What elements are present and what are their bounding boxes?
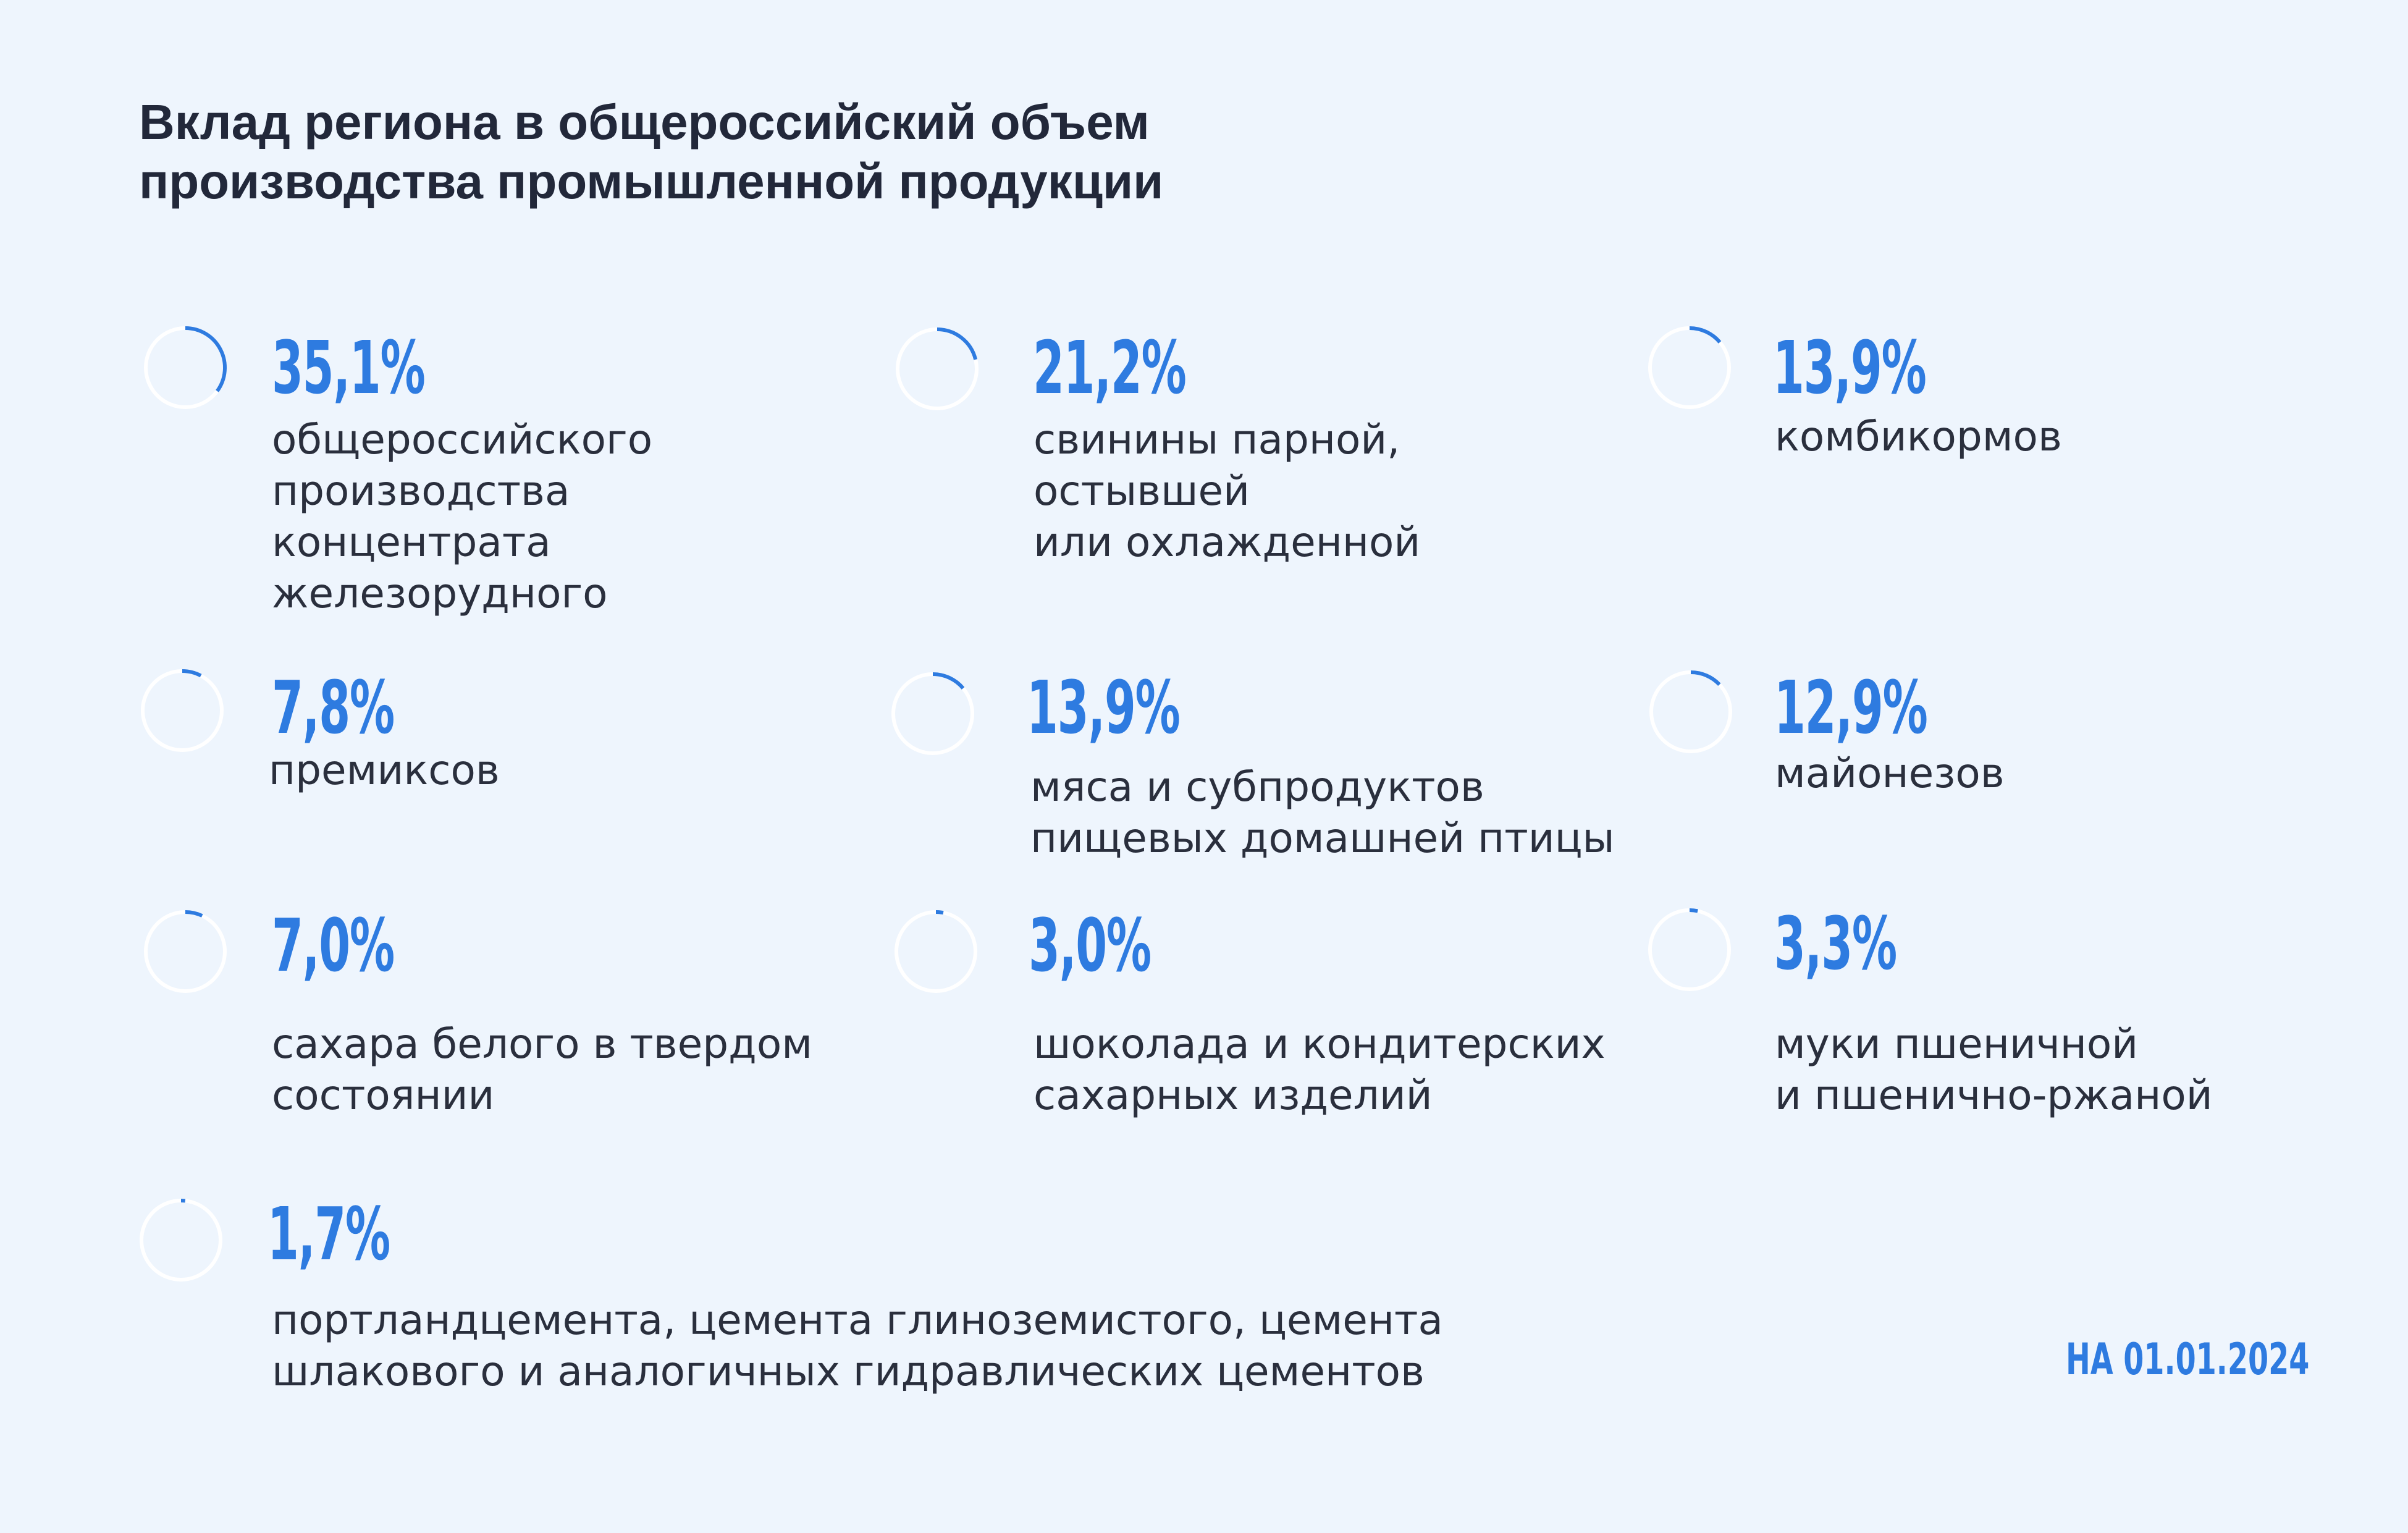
stat-label: муки пшеничной и пшенично-ржаной	[1775, 1018, 2213, 1121]
stat-label: портландцемента, цемента глиноземистого,…	[272, 1294, 1443, 1397]
progress-ring-icon	[886, 667, 979, 760]
stat-value: 1,7%	[267, 1191, 390, 1277]
page-title: Вклад региона в общероссийский объем про…	[139, 93, 1622, 211]
ring-progress-arc	[1689, 326, 1722, 344]
label-line: мяса и субпродуктов	[1030, 763, 1484, 811]
label-line: премиксов	[269, 746, 500, 794]
label-line: остывшей	[1034, 467, 1250, 515]
label-line: свинины парной,	[1034, 416, 1400, 463]
stat-label: премиксов	[269, 745, 500, 796]
stat-value: 7,0%	[272, 903, 395, 988]
title-line-1: Вклад региона в общероссийский объем	[139, 95, 1150, 150]
stat-value: 7,8%	[272, 665, 395, 750]
stat-value: 21,2%	[1033, 325, 1187, 410]
progress-ring-icon	[1643, 321, 1736, 414]
stat-value: 35,1%	[272, 325, 426, 410]
progress-ring-icon	[1644, 665, 1737, 758]
label-line: шлакового и аналогичных гидравлических ц…	[272, 1348, 1425, 1395]
progress-ring-icon	[890, 905, 982, 998]
label-line: сахарных изделий	[1034, 1071, 1433, 1119]
ring-track	[141, 669, 224, 752]
ring-track	[895, 910, 977, 993]
stat-value: 13,9%	[1773, 325, 1927, 410]
ring-track	[144, 910, 227, 993]
label-line: портландцемента, цемента глиноземистого,…	[272, 1296, 1443, 1344]
progress-ring-icon	[891, 323, 983, 415]
ring-progress-arc	[935, 910, 944, 915]
stat-label: комбикормов	[1775, 411, 2062, 462]
stat-value: 3,3%	[1774, 901, 1897, 986]
ring-track	[1648, 908, 1731, 991]
progress-ring-icon	[135, 1194, 227, 1286]
progress-ring-icon	[136, 664, 229, 757]
ring-progress-arc	[932, 672, 965, 690]
stat-label: сахара белого в твердом состоянии	[272, 1018, 812, 1121]
ring-progress-arc	[937, 327, 978, 360]
ring-progress-arc	[182, 669, 202, 678]
stat-label: свинины парной, остывшей или охлажденной	[1034, 414, 1420, 568]
label-line: муки пшеничной	[1775, 1020, 2139, 1068]
ring-progress-arc	[185, 910, 203, 918]
stat-value: 13,9%	[1027, 665, 1181, 750]
label-line: состоянии	[272, 1071, 495, 1119]
label-line: комбикормов	[1775, 413, 2062, 460]
stat-label: общероссийского производства концентрата…	[272, 414, 652, 619]
stat-label: шоколада и кондитерских сахарных изделий	[1034, 1018, 1606, 1121]
ring-progress-arc	[1689, 908, 1698, 913]
progress-ring-icon	[139, 321, 232, 414]
label-line: пищевых домашней птицы	[1030, 814, 1615, 862]
stat-value: 12,9%	[1774, 665, 1928, 750]
ring-progress-arc	[185, 326, 227, 392]
progress-ring-icon	[139, 905, 232, 998]
label-line: концентрата	[272, 518, 551, 566]
label-line: общероссийского	[272, 416, 653, 463]
label-line: шоколада и кондитерских	[1034, 1020, 1606, 1068]
date-label: НА 01.01.2024	[2066, 1334, 2310, 1385]
label-line: или охлажденной	[1034, 518, 1421, 566]
label-line: сахара белого в твердом	[272, 1020, 812, 1068]
label-line: майонезов	[1775, 750, 2005, 797]
label-line: производства	[272, 467, 570, 515]
stat-label: майонезов	[1775, 748, 2005, 799]
stat-value: 3,0%	[1029, 903, 1151, 988]
title-line-2: производства промышленной продукции	[139, 154, 1164, 209]
label-line: железорудного	[272, 570, 608, 617]
ring-track	[140, 1199, 222, 1282]
ring-progress-arc	[1690, 670, 1721, 686]
stat-label: мяса и субпродуктов пищевых домашней пти…	[1030, 761, 1615, 864]
progress-ring-icon	[1643, 903, 1736, 996]
label-line: и пшенично-ржаной	[1775, 1071, 2213, 1119]
